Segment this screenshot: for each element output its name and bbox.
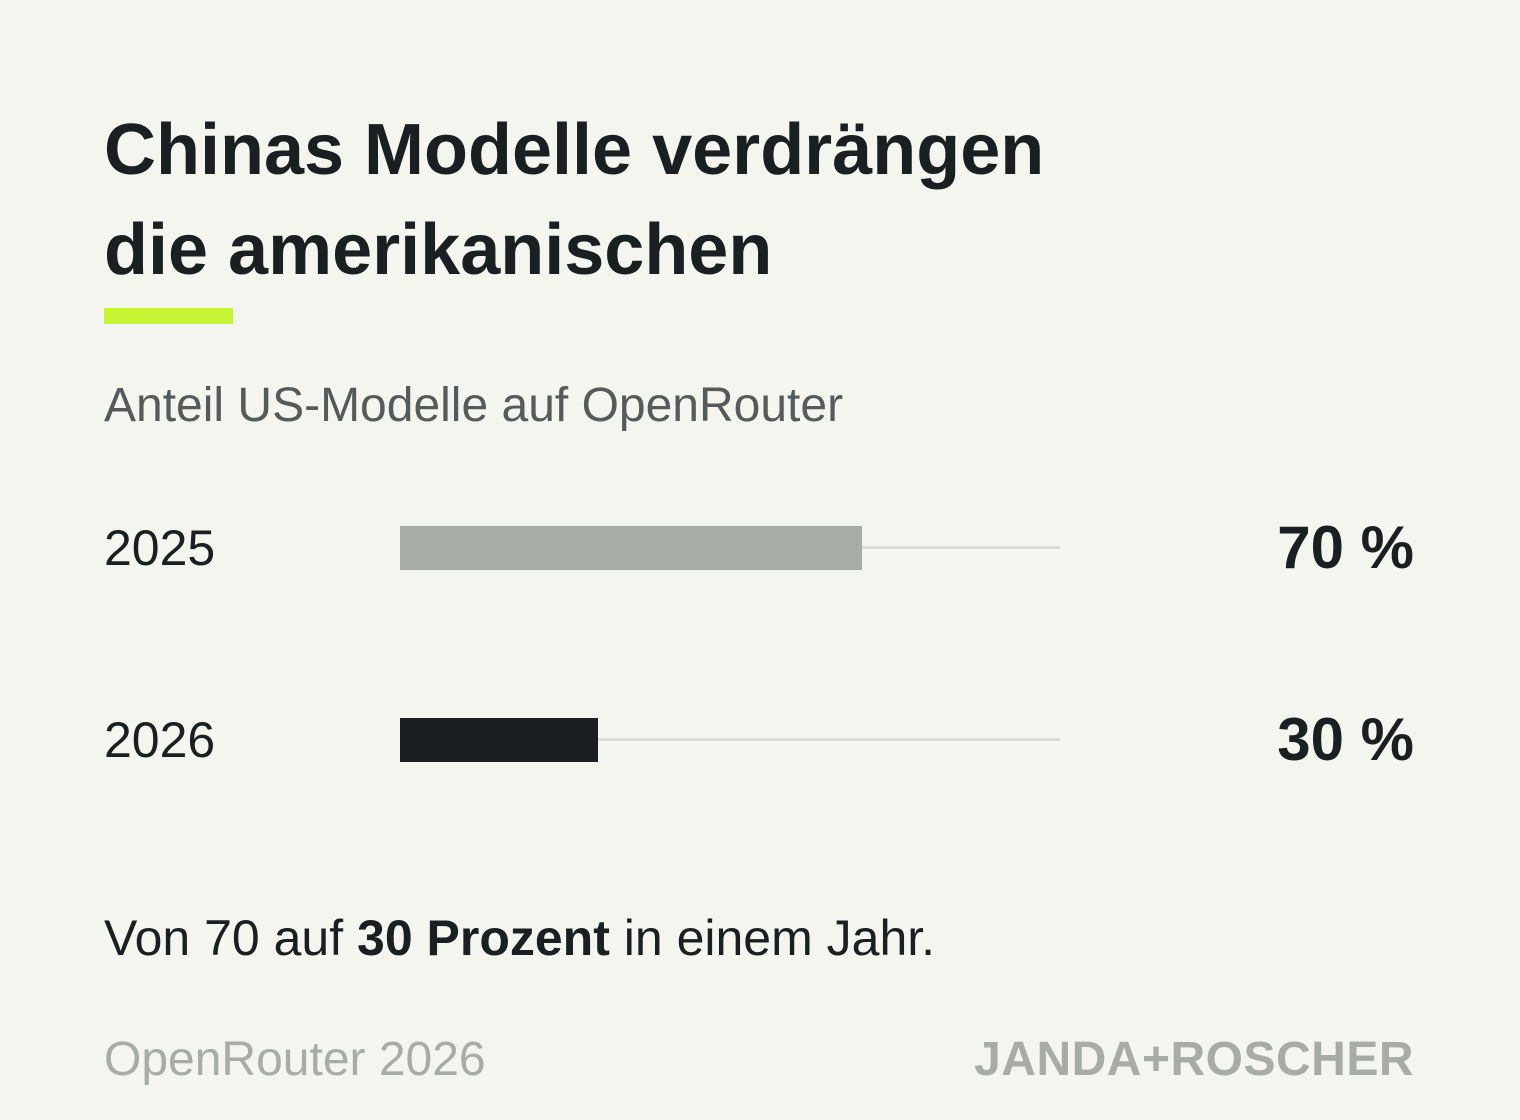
bar-2026 <box>400 718 598 762</box>
chart-title-line-1: Chinas Modelle verdrängen <box>104 110 1045 190</box>
source-label: OpenRouter 2026 <box>104 1033 486 1086</box>
chart-subtitle: Anteil US-Modelle auf OpenRouter <box>104 379 844 432</box>
value-label-2025: 70 % <box>1277 514 1414 581</box>
chart-title: Chinas Modelle verdrängen die amerikanis… <box>104 100 1204 300</box>
summary-suffix: in einem Jahr. <box>609 910 936 966</box>
title-accent-bar <box>104 308 233 324</box>
brand-logo-text: JANDA+ROSCHER <box>974 1033 1414 1086</box>
chart-title-line-2: die amerikanischen <box>104 210 773 290</box>
category-label-2026: 2026 <box>104 712 216 768</box>
bar-row-2026: 2026 30 % <box>0 700 1520 780</box>
summary-prefix: Von 70 auf <box>104 910 358 966</box>
summary-text: Von 70 auf 30 Prozent in einem Jahr. <box>104 906 935 970</box>
value-label-2026: 30 % <box>1277 706 1414 773</box>
bar-2025 <box>400 526 862 570</box>
category-label-2025: 2025 <box>104 520 216 576</box>
bar-track-2026 <box>400 738 1060 741</box>
summary-highlight: 30 Prozent <box>357 910 610 966</box>
bar-row-2025: 2025 70 % <box>0 508 1520 588</box>
